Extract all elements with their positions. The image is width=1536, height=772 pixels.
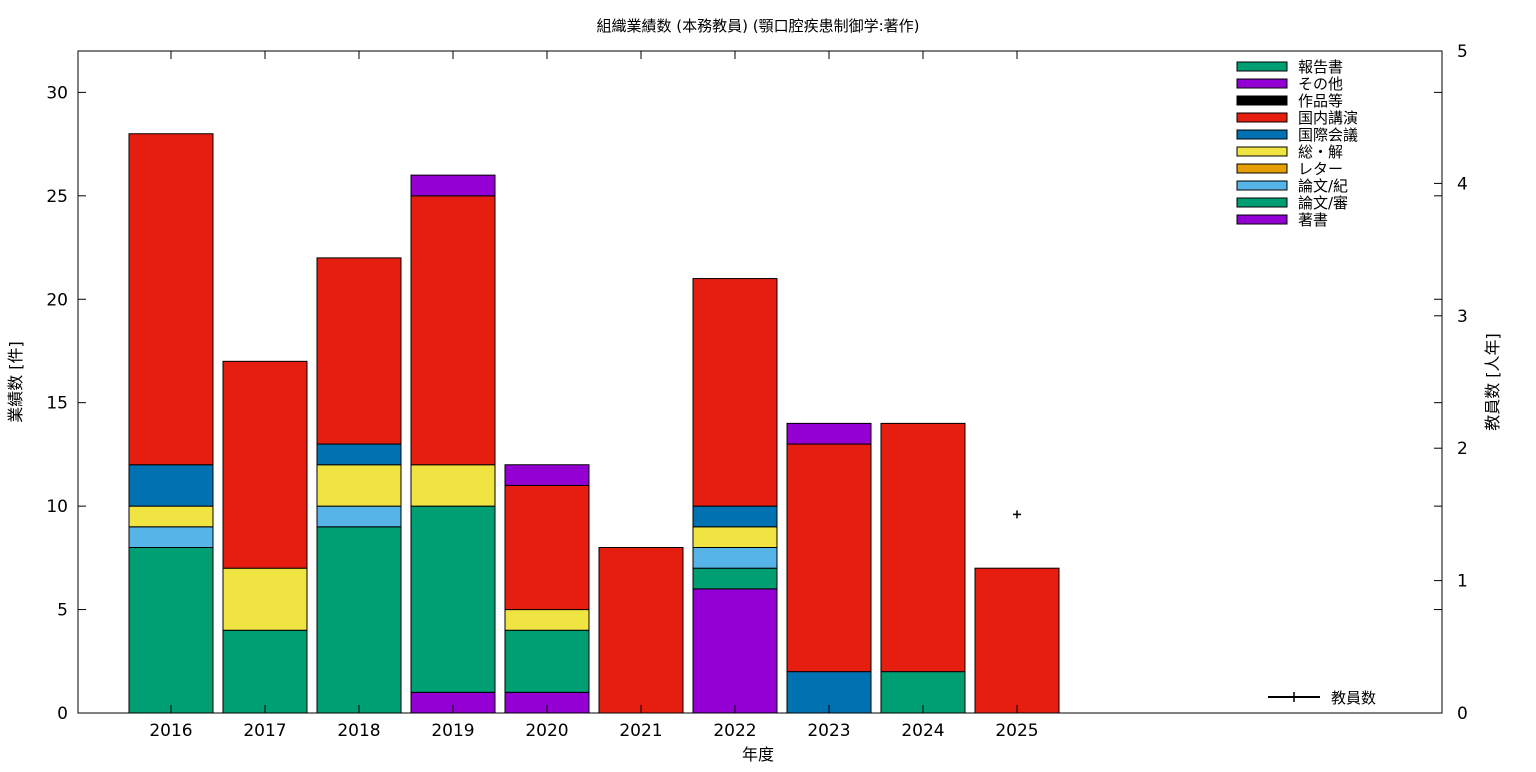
legend-swatch xyxy=(1237,113,1287,122)
legend-swatch xyxy=(1237,181,1287,190)
bar-segment xyxy=(881,423,965,671)
legend-label: 論文/紀 xyxy=(1298,177,1348,195)
bar-segment xyxy=(411,465,495,506)
bar-segment xyxy=(693,568,777,589)
legend-label: 作品等 xyxy=(1298,92,1343,110)
chart-title: 組織業績数 (本務教員) (顎口腔疾患制御学:著作) xyxy=(596,17,919,35)
bars-layer xyxy=(129,134,1059,713)
bar-segment xyxy=(317,527,401,713)
x-tick-label: 2024 xyxy=(901,721,944,741)
bar-segment xyxy=(787,444,871,672)
y2-tick-label: 2 xyxy=(1457,439,1468,459)
bar-segment xyxy=(223,630,307,713)
x-tick-label: 2018 xyxy=(337,721,380,741)
legend-label: 著書 xyxy=(1298,211,1328,229)
bar-segment xyxy=(693,548,777,569)
bar-segment xyxy=(505,485,589,609)
line-series-layer xyxy=(1013,510,1021,518)
x-tick-label: 2020 xyxy=(525,721,568,741)
legend-label: その他 xyxy=(1298,75,1343,93)
faculty-count-point xyxy=(1013,510,1021,518)
legend-swatch xyxy=(1237,62,1287,71)
x-tick-label: 2022 xyxy=(713,721,756,741)
bar-segment xyxy=(129,527,213,548)
bar-segment xyxy=(787,423,871,444)
bar-segment xyxy=(411,175,495,196)
bar-segment xyxy=(317,465,401,506)
x-tick-label: 2019 xyxy=(431,721,474,741)
y2-tick-label: 1 xyxy=(1457,572,1468,592)
y-tick-label: 5 xyxy=(57,601,68,621)
bar-segment xyxy=(599,548,683,714)
legend-swatch xyxy=(1237,130,1287,139)
bar-segment xyxy=(505,630,589,692)
bar-segment xyxy=(693,279,777,507)
y-tick-label: 20 xyxy=(46,290,68,310)
bar-segment xyxy=(223,568,307,630)
y-tick-label: 25 xyxy=(46,187,68,207)
legend-swatch xyxy=(1237,164,1287,173)
legend-line-label: 教員数 xyxy=(1331,689,1376,707)
bar-segment xyxy=(317,444,401,465)
bar-segment xyxy=(129,548,213,714)
bar-segment xyxy=(693,506,777,527)
bar-segment xyxy=(693,527,777,548)
bar-segment xyxy=(129,506,213,527)
legend-label: 国内講演 xyxy=(1298,109,1358,127)
y2-tick-label: 3 xyxy=(1457,307,1468,327)
bar-segment xyxy=(129,134,213,465)
bar-segment xyxy=(129,465,213,506)
x-tick-label: 2016 xyxy=(149,721,192,741)
bar-segment xyxy=(505,465,589,486)
bar-segment xyxy=(317,506,401,527)
legend-swatch xyxy=(1237,96,1287,105)
bar-segment xyxy=(411,196,495,465)
bar-segment xyxy=(317,258,401,444)
legend-label: 国際会議 xyxy=(1298,126,1358,144)
legend-swatch xyxy=(1237,147,1287,156)
bar-segment xyxy=(223,361,307,568)
legend-label: レター xyxy=(1298,160,1343,178)
y2-axis-label: 教員数 [人年] xyxy=(1483,333,1502,431)
legend-label: 論文/審 xyxy=(1298,194,1348,212)
legend-swatch xyxy=(1237,79,1287,88)
bar-segment xyxy=(505,610,589,631)
y2-tick-label: 5 xyxy=(1457,42,1468,62)
bar-segment xyxy=(693,589,777,713)
x-tick-label: 2023 xyxy=(807,721,850,741)
y2-tick-label: 0 xyxy=(1457,704,1468,724)
legend-label: 総・解 xyxy=(1298,143,1343,161)
bar-segment xyxy=(411,506,495,692)
x-tick-label: 2017 xyxy=(243,721,286,741)
legend-swatch xyxy=(1237,198,1287,207)
x-tick-label: 2025 xyxy=(995,721,1038,741)
y-tick-label: 15 xyxy=(46,394,68,414)
x-axis-label: 年度 xyxy=(742,745,774,764)
y2-tick-label: 4 xyxy=(1457,174,1468,194)
y-axis-label: 業績数 [件] xyxy=(6,341,25,423)
y-tick-label: 30 xyxy=(46,83,68,103)
bar-segment xyxy=(975,568,1059,713)
legend-label: 報告書 xyxy=(1298,58,1343,76)
x-tick-label: 2021 xyxy=(619,721,662,741)
legend-swatch xyxy=(1237,215,1287,224)
y-tick-label: 0 xyxy=(57,704,68,724)
y-tick-label: 10 xyxy=(46,497,68,517)
